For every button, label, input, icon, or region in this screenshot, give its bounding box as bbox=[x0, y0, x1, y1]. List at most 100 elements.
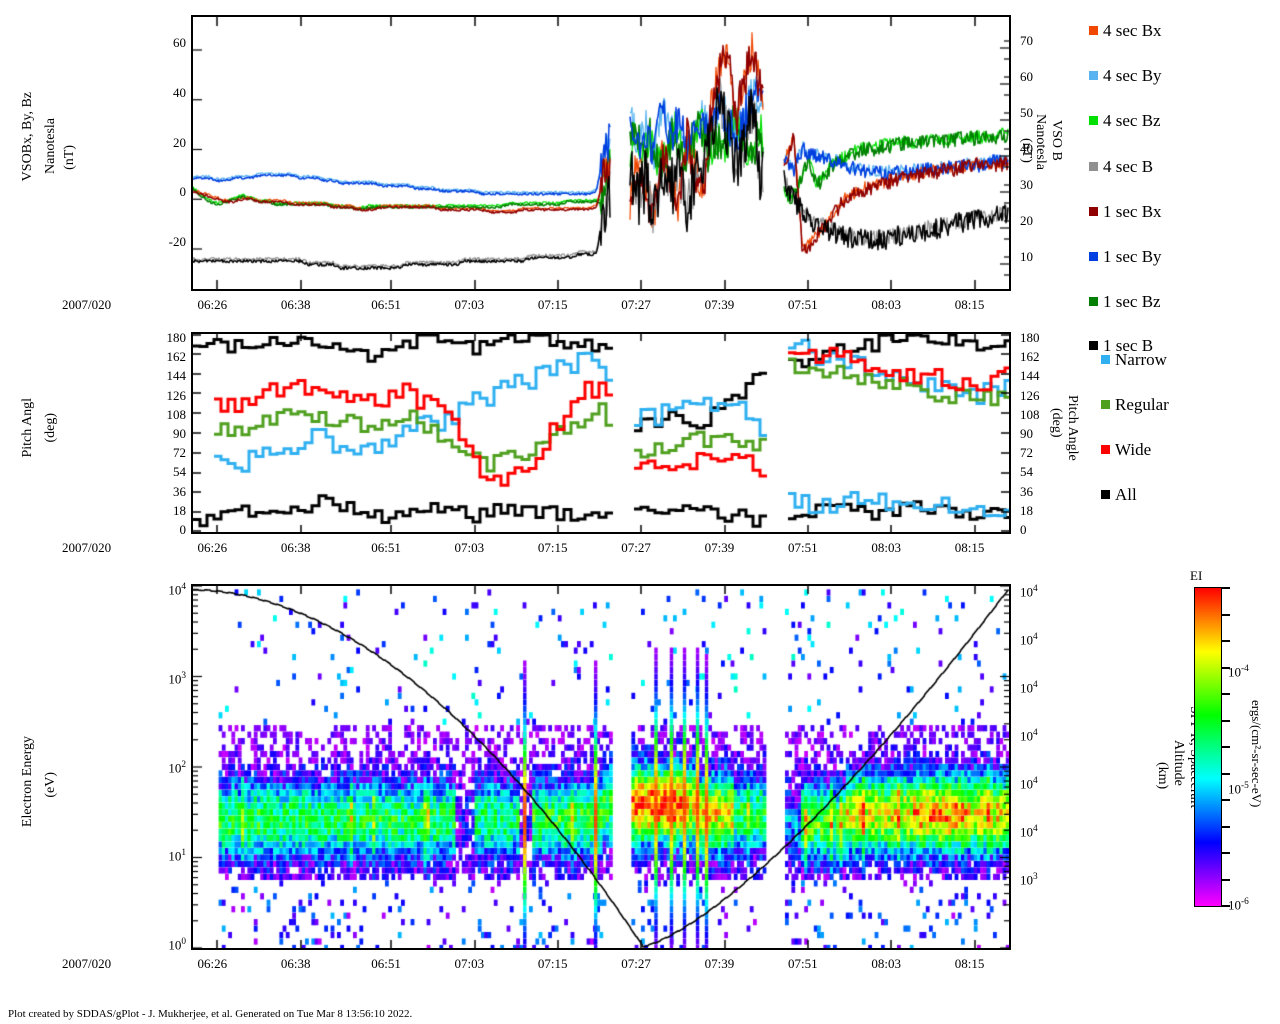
tick-label: 10-5 bbox=[1228, 780, 1249, 796]
legend-item-regular[interactable]: Regular bbox=[1101, 396, 1169, 413]
time-tick-label: 06:38 bbox=[280, 297, 311, 312]
tick-label: 104 bbox=[168, 582, 186, 598]
tick-label: 18 bbox=[173, 502, 186, 518]
footer-credit: Plot created by SDDAS/gPlot - J. Mukherj… bbox=[8, 1008, 413, 1020]
legend-item-1-sec-b[interactable]: 1 sec B bbox=[1089, 337, 1153, 354]
tick-label: 104 bbox=[1020, 584, 1038, 600]
time-tick-label: 08:15 bbox=[954, 956, 985, 971]
legend-item-narrow[interactable]: Narrow bbox=[1101, 351, 1167, 368]
tick-label: 30 bbox=[1020, 177, 1033, 192]
colorbar-tick-mark bbox=[1222, 878, 1230, 881]
tick-label: 126 bbox=[1020, 387, 1040, 403]
colorbar-tick-mark bbox=[1222, 719, 1230, 722]
tick-label: 0 bbox=[179, 522, 187, 537]
legend-item-4-sec-by[interactable]: 4 sec By bbox=[1089, 67, 1162, 84]
colorbar-gradient bbox=[1195, 588, 1221, 906]
tick-label: 36 bbox=[1020, 483, 1033, 499]
tick-label: 40 bbox=[173, 84, 186, 100]
tick-label: 72 bbox=[1020, 445, 1033, 461]
time-tick-label: 07:51 bbox=[788, 297, 818, 312]
panel1-right-axis-title-line3: (nT) bbox=[1019, 138, 1035, 163]
tick-label: 90 bbox=[173, 426, 186, 441]
tick-label: 70 bbox=[1020, 33, 1033, 48]
legend-color-swatch bbox=[1089, 252, 1098, 261]
time-tick-label: 06:51 bbox=[371, 540, 401, 555]
colorbar-tick-mark bbox=[1222, 772, 1230, 775]
colorbar-tick-mark bbox=[1222, 746, 1230, 748]
colorbar-tick-mark bbox=[1222, 799, 1230, 801]
panel1-date-label: 2007/020 bbox=[62, 297, 112, 312]
time-tick-label: 08:15 bbox=[954, 297, 985, 312]
panel1-left-axis-title-line3: (nT) bbox=[62, 145, 77, 170]
tick-label: 162 bbox=[1020, 349, 1040, 365]
time-tick-label: 08:03 bbox=[871, 297, 902, 312]
legend-color-swatch bbox=[1089, 207, 1098, 216]
legend-item-label: 1 sec B bbox=[1103, 336, 1154, 355]
tick-label: 104 bbox=[1020, 680, 1038, 696]
time-tick-label: 07:39 bbox=[704, 540, 735, 555]
time-tick-label: 06:51 bbox=[371, 956, 401, 971]
legend-color-swatch bbox=[1089, 162, 1098, 171]
tick-label: 20 bbox=[173, 134, 186, 150]
tick-label: 50 bbox=[1020, 105, 1033, 120]
tick-label: 144 bbox=[1020, 368, 1040, 384]
legend-item-wide[interactable]: Wide bbox=[1101, 441, 1151, 458]
colorbar-units-label: ergs/(cm²-sr-sec-eV) bbox=[1248, 700, 1264, 808]
time-tick-label: 06:26 bbox=[197, 297, 228, 312]
legend-color-swatch bbox=[1089, 71, 1098, 80]
time-tick-label: 07:15 bbox=[537, 540, 568, 555]
tick-label: 104 bbox=[1020, 728, 1038, 744]
time-tick-label: 06:51 bbox=[371, 297, 401, 312]
electron-energy-spectrogram-canvas bbox=[193, 586, 1009, 948]
legend-item-label: Narrow bbox=[1115, 350, 1167, 369]
time-tick-label: 07:27 bbox=[621, 297, 651, 312]
legend-item-1-sec-by[interactable]: 1 sec By bbox=[1089, 248, 1162, 265]
legend-color-swatch bbox=[1089, 116, 1098, 125]
panel3-left-axis-title-line1: Electron Energy bbox=[20, 736, 35, 828]
legend-item-label: 1 sec Bz bbox=[1103, 292, 1161, 311]
colorbar-tick-mark bbox=[1222, 587, 1230, 589]
colorbar-tick-mark bbox=[1222, 852, 1230, 854]
pitch-angle-plot-canvas bbox=[193, 334, 1009, 532]
tick-label: 108 bbox=[1020, 406, 1040, 422]
time-tick-label: 08:03 bbox=[871, 956, 902, 971]
time-tick-label: 07:39 bbox=[704, 297, 735, 312]
tick-label: 104 bbox=[1020, 776, 1038, 792]
tick-label: 20 bbox=[1020, 213, 1033, 228]
legend-item-label: 4 sec By bbox=[1103, 66, 1162, 85]
colorbar-tick-mark bbox=[1222, 693, 1230, 695]
legend-item-label: 1 sec Bx bbox=[1103, 202, 1162, 221]
tick-label: 54 bbox=[1020, 464, 1033, 480]
tick-label: 104 bbox=[1020, 824, 1038, 840]
panel3-right-axis-title-line2: Altitude bbox=[1171, 740, 1187, 786]
legend-item-label: All bbox=[1115, 485, 1137, 504]
legend-color-swatch bbox=[1089, 341, 1098, 350]
tick-label: 101 bbox=[168, 848, 186, 864]
tick-label: 108 bbox=[166, 406, 187, 422]
tick-label: 103 bbox=[1020, 872, 1038, 888]
colorbar-title: EI bbox=[1190, 568, 1203, 583]
panel3-date-label: 2007/020 bbox=[62, 956, 112, 971]
legend-item-all[interactable]: All bbox=[1101, 486, 1137, 503]
time-tick-label: 07:03 bbox=[454, 956, 485, 971]
time-tick-label: 07:03 bbox=[454, 540, 485, 555]
panel3-right-axis-title-line3: (km) bbox=[1155, 762, 1171, 790]
legend-item-1-sec-bx[interactable]: 1 sec Bx bbox=[1089, 203, 1162, 220]
panel2-left-axis-title-line1: Pitch Angl bbox=[20, 398, 35, 458]
legend-item-4-sec-b[interactable]: 4 sec B bbox=[1089, 158, 1153, 175]
time-tick-label: 07:51 bbox=[788, 540, 818, 555]
tick-label: 60 bbox=[1020, 69, 1033, 84]
legend-item-4-sec-bx[interactable]: 4 sec Bx bbox=[1089, 22, 1162, 39]
panel2-right-axis-title-line1: Pitch Angle bbox=[1065, 395, 1081, 461]
time-tick-label: 06:38 bbox=[280, 540, 311, 555]
time-tick-label: 06:26 bbox=[197, 956, 228, 971]
legend-item-4-sec-bz[interactable]: 4 sec Bz bbox=[1089, 112, 1161, 129]
tick-label: 0 bbox=[1020, 522, 1027, 537]
time-tick-label: 07:15 bbox=[537, 956, 568, 971]
tick-label: 180 bbox=[1020, 330, 1040, 345]
legend-item-1-sec-bz[interactable]: 1 sec Bz bbox=[1089, 293, 1161, 310]
time-tick-label: 07:51 bbox=[788, 956, 818, 971]
magnetic-field-plot-canvas bbox=[193, 17, 1009, 289]
tick-label: 144 bbox=[166, 368, 187, 384]
time-tick-label: 07:27 bbox=[621, 540, 651, 555]
